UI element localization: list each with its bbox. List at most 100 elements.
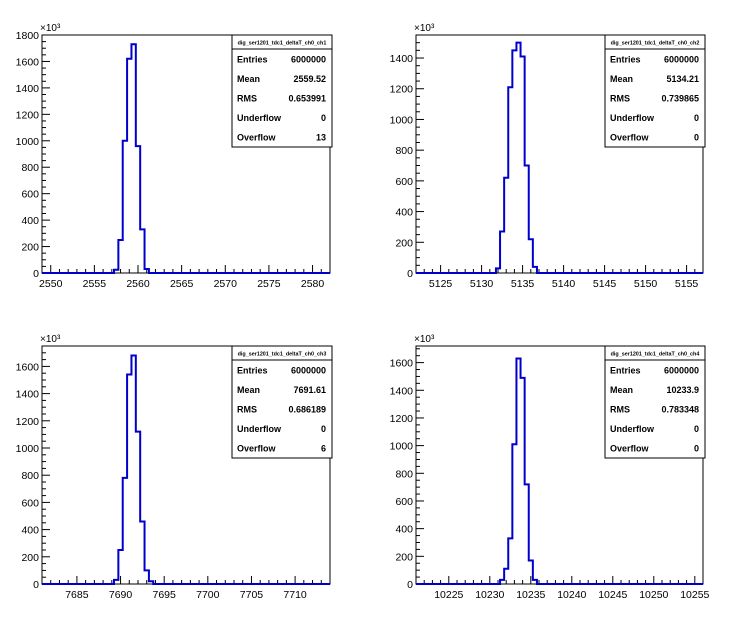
- stats-label: RMS: [610, 405, 630, 415]
- histogram-bin: [529, 239, 533, 273]
- x-tick-label: 7690: [109, 589, 133, 601]
- stats-box: dig_ser1201_tdc1_deltaT_ch0_ch1 Entries 60…: [231, 34, 333, 148]
- y-tick-label: 400: [395, 524, 413, 536]
- y-tick-label: 1400: [390, 385, 414, 397]
- histogram-bin: [500, 232, 504, 273]
- histogram-bin: [131, 44, 135, 273]
- histogram-bin: [521, 378, 525, 584]
- y-tick-label: 400: [395, 207, 413, 219]
- x-tick-label: 2550: [39, 278, 63, 290]
- stats-label: Entries: [610, 54, 641, 64]
- stats-label: Mean: [237, 385, 260, 395]
- y-tick-label: 600: [21, 189, 39, 201]
- y-tick-label: 1200: [16, 109, 40, 121]
- x-tick-label: 5135: [511, 278, 535, 290]
- x-minor-ticks: [415, 576, 704, 584]
- histogram-pad-1: 2550 2555 2560 2565 2570 2575 2580 0 200 400 600 80…: [16, 23, 333, 290]
- histogram-outline: [416, 357, 703, 585]
- histogram-bin: [533, 267, 537, 273]
- x-tick-label: 10240: [557, 589, 586, 601]
- y-tick-label: 1200: [16, 416, 40, 428]
- histogram-bin: [504, 569, 508, 584]
- x-tick-label: 7685: [65, 589, 89, 601]
- stats-box: dig_ser1201_tdc1_deltaT_ch0_ch2 Entries 60…: [604, 34, 706, 148]
- y-ticks: [416, 34, 424, 274]
- y-tick-label: 1400: [390, 53, 414, 65]
- histogram-outline: [42, 43, 330, 274]
- x-tick-label: 5140: [552, 278, 576, 290]
- y-tick-label: 1600: [16, 56, 40, 68]
- histogram-bin: [145, 269, 149, 273]
- stats-value: 0.653991: [288, 94, 326, 104]
- stats-label: Mean: [610, 385, 633, 395]
- stats-value: 13: [316, 133, 326, 143]
- y-tick-label: 1800: [16, 30, 40, 42]
- y-tick-label: 200: [21, 552, 39, 564]
- histogram-pad-4: 10225 10230 10235 10240 10245 10250 10255 0 200 4…: [390, 334, 710, 601]
- x-tick-label: 2555: [83, 278, 107, 290]
- histogram-title: dig_ser1201_tdc1_deltaT_ch0_ch3: [238, 352, 327, 358]
- x-minor-ticks: [41, 576, 331, 584]
- histogram-bins: [114, 44, 149, 273]
- histogram-bin: [529, 560, 533, 584]
- x-tick-label: 7710: [283, 589, 307, 601]
- histogram-bin: [508, 538, 512, 584]
- x-minor-ticks: [415, 265, 704, 273]
- y-tick-label: 200: [395, 551, 413, 563]
- y-tick-label: 200: [21, 242, 39, 254]
- y-tick-label: 0: [33, 268, 39, 280]
- stats-label: Mean: [237, 74, 260, 84]
- stats-label: Underflow: [237, 424, 282, 434]
- x-tick-label: 7695: [153, 589, 177, 601]
- stats-label: Entries: [237, 54, 268, 64]
- y-tick-label: 800: [395, 468, 413, 480]
- y-tick-label: 400: [21, 525, 39, 537]
- y-tick-label: 600: [395, 496, 413, 508]
- x-tick-label: 7700: [196, 589, 220, 601]
- histogram-bin: [127, 59, 131, 273]
- stats-value: 10233.9: [666, 385, 699, 395]
- x-tick-label: 2565: [170, 278, 194, 290]
- histogram-pad-2: 5125 5130 5135 5140 5145 5150 5155 0 200 400 600 80…: [390, 23, 706, 290]
- y-ticks: [416, 348, 424, 585]
- x-tick-label: 10250: [639, 589, 668, 601]
- histogram-bin: [525, 166, 529, 273]
- y-tick-label: 1000: [390, 114, 414, 126]
- y-ticks: [42, 34, 50, 274]
- histogram-bins: [500, 358, 537, 584]
- stats-value: 0.686189: [288, 405, 326, 415]
- y-tick-label: 1000: [16, 443, 40, 455]
- histogram-bin: [496, 268, 500, 273]
- y-tick-label: 1600: [390, 358, 414, 370]
- histogram-bin: [123, 141, 127, 273]
- x-tick-label: 5145: [593, 278, 617, 290]
- histogram-bin: [145, 570, 149, 584]
- y-tick-label: 0: [33, 579, 39, 591]
- stats-value: 0: [321, 424, 326, 434]
- stats-value: 6000000: [291, 54, 326, 64]
- histogram-bin: [118, 550, 122, 584]
- x-tick-label: 10255: [680, 589, 709, 601]
- histogram-bin: [136, 146, 140, 273]
- histogram-bin: [516, 358, 520, 584]
- stats-value: 0: [694, 133, 699, 143]
- histogram-bin: [140, 229, 144, 273]
- stats-value: 0: [694, 113, 699, 123]
- x-tick-label: 7705: [240, 589, 264, 601]
- x-tick-label: 10225: [434, 589, 463, 601]
- x-tick-label: 10230: [475, 589, 504, 601]
- stats-value: 0.739865: [661, 94, 699, 104]
- histogram-bin: [136, 432, 140, 584]
- stats-value: 6: [321, 444, 326, 454]
- stats-label: Underflow: [610, 424, 655, 434]
- stats-label: Overflow: [237, 444, 277, 454]
- y-tick-label: 800: [395, 145, 413, 157]
- x-tick-label: 2580: [301, 278, 325, 290]
- y-tick-label: 600: [395, 176, 413, 188]
- stats-box-frame: [231, 34, 333, 148]
- histogram-pad-3: 7685 7690 7695 7700 7705 7710 0 200 400 600 800 100…: [16, 334, 333, 601]
- stats-value: 2559.52: [293, 74, 326, 84]
- stats-box-frame: [604, 34, 706, 148]
- histogram-bin: [516, 43, 520, 273]
- histogram-bin: [114, 580, 118, 584]
